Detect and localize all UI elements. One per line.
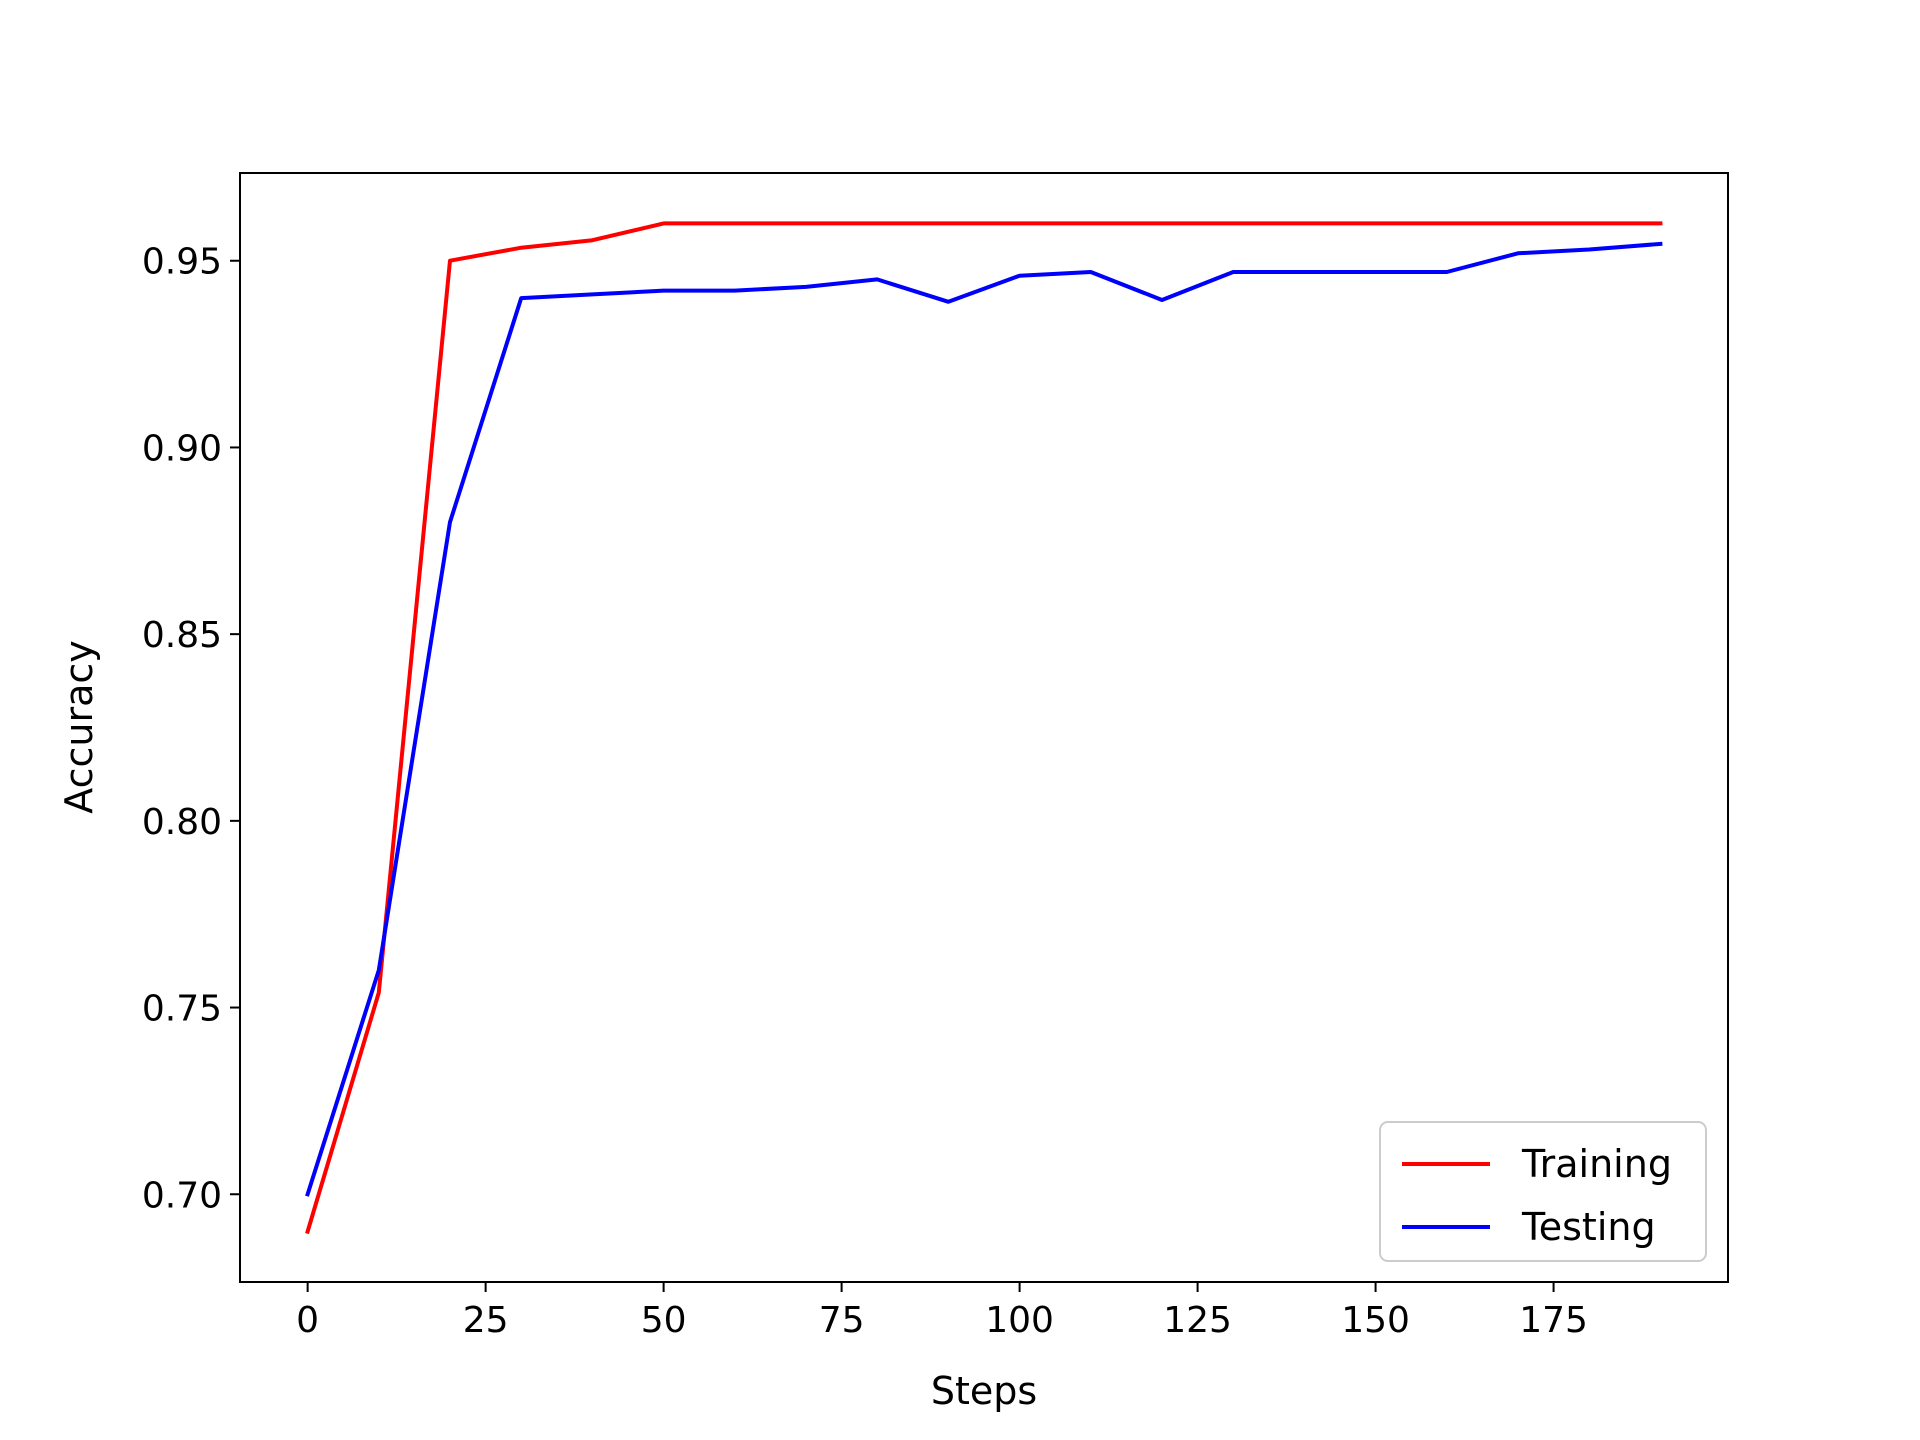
- y-tick-label: 0.95: [142, 242, 222, 283]
- x-tick-label: 25: [463, 1300, 509, 1341]
- x-tick-label: 150: [1341, 1300, 1410, 1341]
- plot-area: [240, 173, 1728, 1282]
- y-axis-ticks: 0.70 0.75 0.80 0.85 0.90 0.95: [142, 242, 240, 1216]
- series-line-training: [305, 221, 1663, 1235]
- x-tick-label: 125: [1163, 1300, 1232, 1341]
- x-axis-label: Steps: [931, 1369, 1037, 1413]
- y-tick-label: 0.70: [142, 1175, 222, 1216]
- legend-label-training: Training: [1521, 1142, 1672, 1186]
- y-axis-label: Accuracy: [57, 640, 101, 814]
- legend-label-testing: Testing: [1521, 1205, 1656, 1249]
- x-tick-label: 100: [985, 1300, 1054, 1341]
- legend: Training Testing: [1379, 1121, 1707, 1262]
- x-tick-label: 175: [1519, 1300, 1588, 1341]
- x-tick-label: 50: [641, 1300, 687, 1341]
- plot-frame: [239, 172, 1729, 1283]
- y-tick-label: 0.75: [142, 989, 222, 1030]
- x-axis-ticks: 0 25 50 75 100 125 150 175: [296, 1282, 1588, 1341]
- series-layer: [305, 221, 1663, 1235]
- y-tick-label: 0.80: [142, 802, 222, 843]
- y-tick-label: 0.90: [142, 428, 222, 469]
- x-tick-label: 0: [296, 1300, 319, 1341]
- series-line-testing: [305, 241, 1663, 1197]
- y-tick-label: 0.85: [142, 615, 222, 656]
- x-tick-label: 75: [819, 1300, 865, 1341]
